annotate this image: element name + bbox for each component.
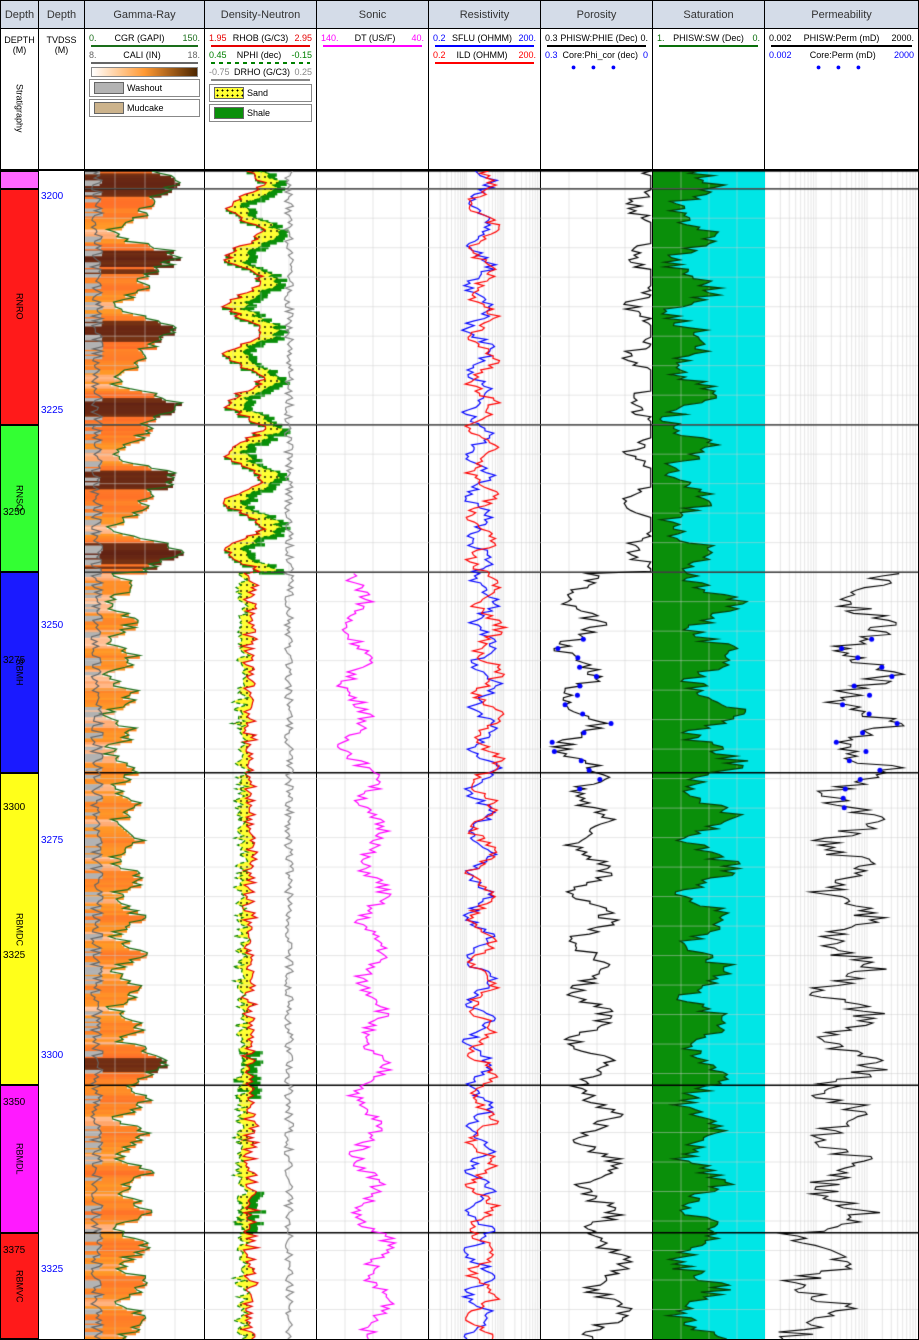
- track-body-sat: [653, 171, 764, 1339]
- por-canvas: [541, 171, 653, 1339]
- track-header-sonic: Sonic: [317, 1, 428, 29]
- track-subheader-perm: 0.002PHISW:Perm (mD)2000.0.002Core:Perm …: [765, 29, 918, 171]
- track-depth-tvdss: Depth TVDSS(M) 320032253250327533003325: [39, 1, 85, 1339]
- track-gamma-ray: Gamma-Ray 0.CGR (GAPI)150.8.CALI (IN)18.…: [85, 1, 205, 1339]
- track-body-res: [429, 171, 540, 1339]
- track-subheader-depth-tvdss: TVDSS(M): [39, 29, 84, 171]
- stratigraphy-label: Stratigraphy: [15, 84, 25, 133]
- track-header-perm: Permeability: [765, 1, 918, 29]
- track-subheader-dn: 1.95RHOB (G/C3)2.950.45NPHI (dec)-0.15-0…: [205, 29, 316, 171]
- track-body-depth-tvdss: 320032253250327533003325: [39, 171, 84, 1339]
- track-saturation: Saturation 1.PHISW:SW (Dec)0.: [653, 1, 765, 1339]
- track-header-dn: Density-Neutron: [205, 1, 316, 29]
- track-sonic: Sonic 140.DT (US/F)40.: [317, 1, 429, 1339]
- track-subheader-gamma: 0.CGR (GAPI)150.8.CALI (IN)18.WashoutMud…: [85, 29, 204, 171]
- track-subheader-res: 0.2SFLU (OHMM)200.0.2ILD (OHMM)200.: [429, 29, 540, 171]
- well-log-container: Depth DEPTH(M) Stratigraphy RNRORNSORBMH…: [0, 0, 919, 1340]
- gamma-canvas: [85, 171, 205, 1339]
- track-header-sat: Saturation: [653, 1, 764, 29]
- track-subheader-sonic: 140.DT (US/F)40.: [317, 29, 428, 171]
- track-resistivity: Resistivity 0.2SFLU (OHMM)200.0.2ILD (OH…: [429, 1, 541, 1339]
- track-depth-md: Depth DEPTH(M) Stratigraphy RNRORNSORBMH…: [1, 1, 39, 1339]
- sat-canvas: [653, 171, 765, 1339]
- res-canvas: [429, 171, 541, 1339]
- track-header-por: Porosity: [541, 1, 652, 29]
- track-body-sonic: [317, 171, 428, 1339]
- track-permeability: Permeability 0.002PHISW:Perm (mD)2000.0.…: [765, 1, 918, 1339]
- track-porosity: Porosity 0.3PHISW:PHIE (Dec)0.0.3Core:Ph…: [541, 1, 653, 1339]
- track-body-depth-md: RNRORNSORBMHRBMDCRBMDLRBMVC3250327533003…: [1, 171, 38, 1339]
- track-body-perm: [765, 171, 918, 1339]
- track-subheader-depth-md: DEPTH(M) Stratigraphy: [1, 29, 38, 171]
- track-header-depth-tvdss: Depth: [39, 1, 84, 29]
- track-body-por: [541, 171, 652, 1339]
- track-header-res: Resistivity: [429, 1, 540, 29]
- dn-canvas: [205, 171, 317, 1339]
- sonic-canvas: [317, 171, 429, 1339]
- track-subheader-sat: 1.PHISW:SW (Dec)0.: [653, 29, 764, 171]
- track-subheader-por: 0.3PHISW:PHIE (Dec)0.0.3Core:Phi_cor (de…: [541, 29, 652, 171]
- track-body-gamma: [85, 171, 204, 1339]
- perm-canvas: [765, 171, 918, 1339]
- track-density-neutron: Density-Neutron 1.95RHOB (G/C3)2.950.45N…: [205, 1, 317, 1339]
- track-header-gamma: Gamma-Ray: [85, 1, 204, 29]
- track-header-depth: Depth: [1, 1, 38, 29]
- track-body-dn: [205, 171, 316, 1339]
